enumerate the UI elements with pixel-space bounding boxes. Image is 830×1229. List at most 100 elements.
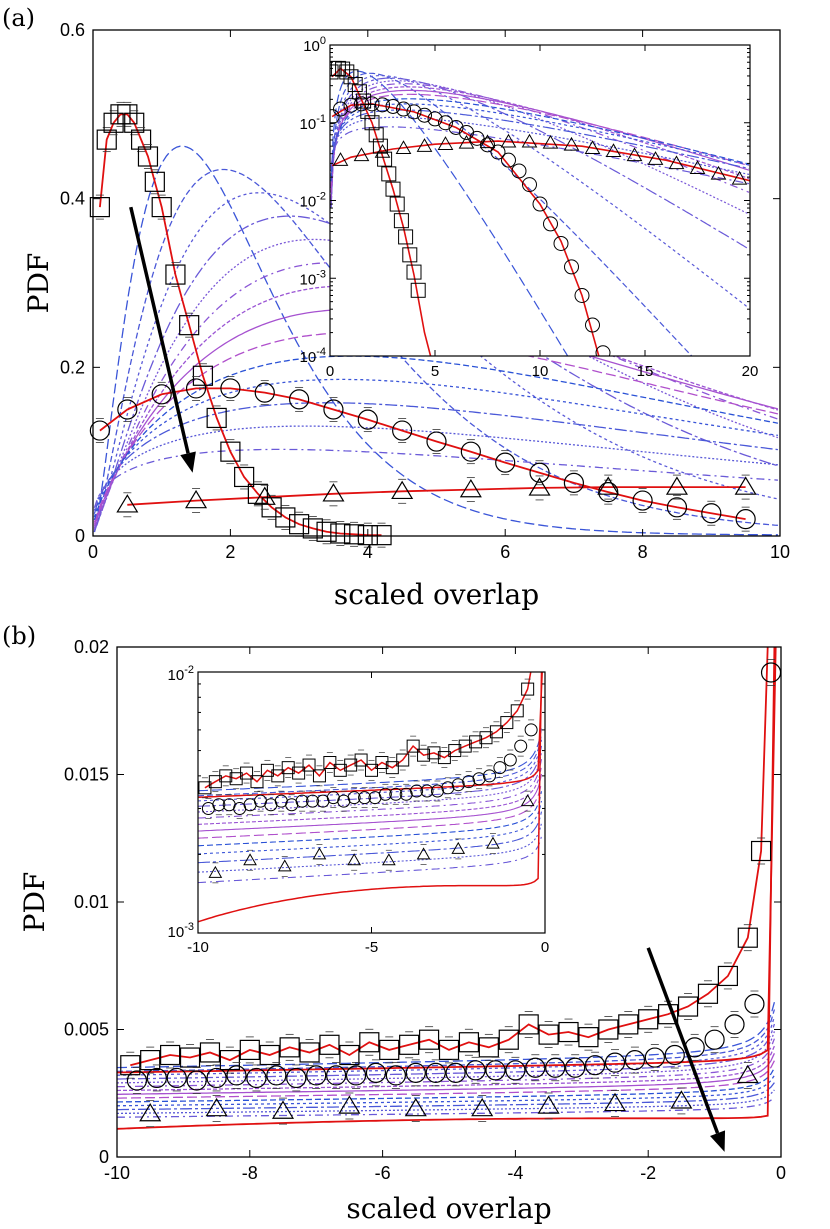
series-markers-triangle — [116, 474, 757, 518]
inset-data-point-triangle — [332, 152, 349, 166]
error-bar — [466, 439, 475, 465]
model-curve — [117, 1067, 775, 1103]
inset-data-point-circle — [347, 791, 361, 805]
inset-curves — [198, 672, 543, 923]
inset-y-tick-label: 10-3 — [168, 921, 194, 941]
data-point-circle — [326, 1065, 347, 1086]
data-point-square — [518, 1014, 539, 1035]
error-bar — [571, 1054, 580, 1082]
data-point-circle — [254, 382, 275, 403]
model-curve — [198, 791, 543, 847]
error-bar — [252, 1064, 261, 1092]
data-point-circle — [323, 399, 344, 420]
model-curve — [198, 728, 543, 792]
model-curve — [93, 402, 778, 514]
data-point-circle — [545, 1057, 566, 1078]
inset-data-point-circle — [389, 787, 403, 801]
error-bar — [143, 144, 152, 169]
model-curve — [330, 89, 750, 193]
data-point-circle — [226, 1065, 247, 1086]
data-point-triangle — [471, 1097, 494, 1117]
inset-data-point-square — [372, 138, 388, 154]
inset-data-point-triangle — [563, 136, 580, 151]
data-point-square — [330, 523, 351, 544]
inset-data-point-circle — [490, 144, 506, 160]
x-tick-label: 10 — [770, 542, 790, 562]
series-line-triangle — [117, 647, 776, 1130]
y-axis-label: PDF — [22, 253, 55, 314]
model-curve — [330, 126, 750, 185]
data-point-circle — [220, 378, 241, 399]
inset-data-point-square — [398, 229, 414, 245]
trend-arrow — [129, 206, 196, 473]
error-bar — [398, 418, 407, 443]
inset-data-point-triangle — [626, 147, 643, 162]
data-point-square — [717, 965, 738, 987]
series-line-circle — [117, 647, 777, 1074]
series-markers-square — [89, 101, 392, 548]
error-bar — [192, 488, 201, 513]
inset-x-tick-label: 15 — [637, 363, 654, 380]
data-point-circle — [624, 1049, 646, 1071]
data-point-circle — [598, 482, 619, 503]
y-tick-label: 0.005 — [64, 1020, 109, 1040]
data-point-triangle — [537, 1095, 560, 1114]
error-bar — [611, 1049, 619, 1077]
inset-data-point-square — [302, 758, 316, 772]
data-point-square — [96, 129, 117, 150]
error-bar — [240, 464, 249, 490]
error-bar — [172, 1064, 181, 1092]
error-bar — [466, 477, 475, 503]
panel-label: (b) — [2, 622, 36, 650]
data-point-circle — [465, 1060, 486, 1081]
inset-y-tick-label: 10-4 — [300, 346, 326, 366]
error-bar — [95, 418, 104, 443]
inset-y-tick-label: 10-2 — [300, 191, 326, 211]
inset-data-point-circle — [438, 115, 453, 131]
inset-data-point-triangle — [689, 160, 706, 174]
error-bar — [551, 1054, 560, 1082]
inset-data-point-triangle — [312, 847, 327, 860]
data-point-square — [279, 1037, 300, 1058]
inset-data-point-square — [343, 69, 359, 85]
error-bar — [544, 1092, 553, 1120]
data-point-square — [677, 996, 699, 1017]
error-bar — [312, 1062, 321, 1089]
error-bar — [157, 194, 166, 220]
error-bar — [743, 924, 752, 952]
data-point-triangle — [665, 476, 688, 495]
data-point-square — [261, 497, 282, 518]
error-bar — [260, 484, 269, 510]
error-bar — [741, 506, 750, 532]
inset-data-point-triangle — [668, 155, 685, 170]
inset-data-point-triangle — [521, 133, 538, 148]
inset-data-point-square — [385, 181, 401, 197]
error-bar — [371, 1059, 380, 1087]
x-tick-label: -2 — [640, 1163, 656, 1183]
error-bar — [432, 429, 441, 454]
inset-data-point-square — [240, 766, 254, 780]
inset-data-point-circle — [420, 784, 434, 798]
inset-data-point-circle — [493, 761, 507, 775]
inset-data-point-square — [219, 769, 233, 783]
error-bar — [352, 1062, 361, 1089]
inset-data-point-triangle — [208, 865, 223, 878]
inset-x-tick-label: 0 — [541, 939, 549, 956]
series-markers-circle — [89, 376, 756, 532]
inset-data-point-square — [458, 739, 472, 753]
inset-data-point-square — [335, 61, 351, 77]
inset-data-point-circle — [448, 119, 464, 135]
panel-b: -10 -8 -6 -4 -2 0 0 0.005 0.01 0.015 0.02 (b) scaled… — [2, 622, 786, 1225]
error-bar — [385, 1036, 394, 1064]
inset-data-point-square — [385, 761, 399, 775]
inset-data-point-square — [417, 748, 431, 762]
inset-data-point-square — [360, 103, 376, 119]
x-axis-label: scaled overlap — [334, 578, 539, 611]
error-bar — [391, 1062, 400, 1089]
error-bar — [604, 1016, 613, 1043]
data-point-circle — [563, 472, 585, 493]
error-bar — [710, 1026, 719, 1054]
inset-data-point-circle — [514, 739, 528, 753]
data-point-circle — [565, 1057, 586, 1078]
error-bar — [451, 1059, 460, 1087]
